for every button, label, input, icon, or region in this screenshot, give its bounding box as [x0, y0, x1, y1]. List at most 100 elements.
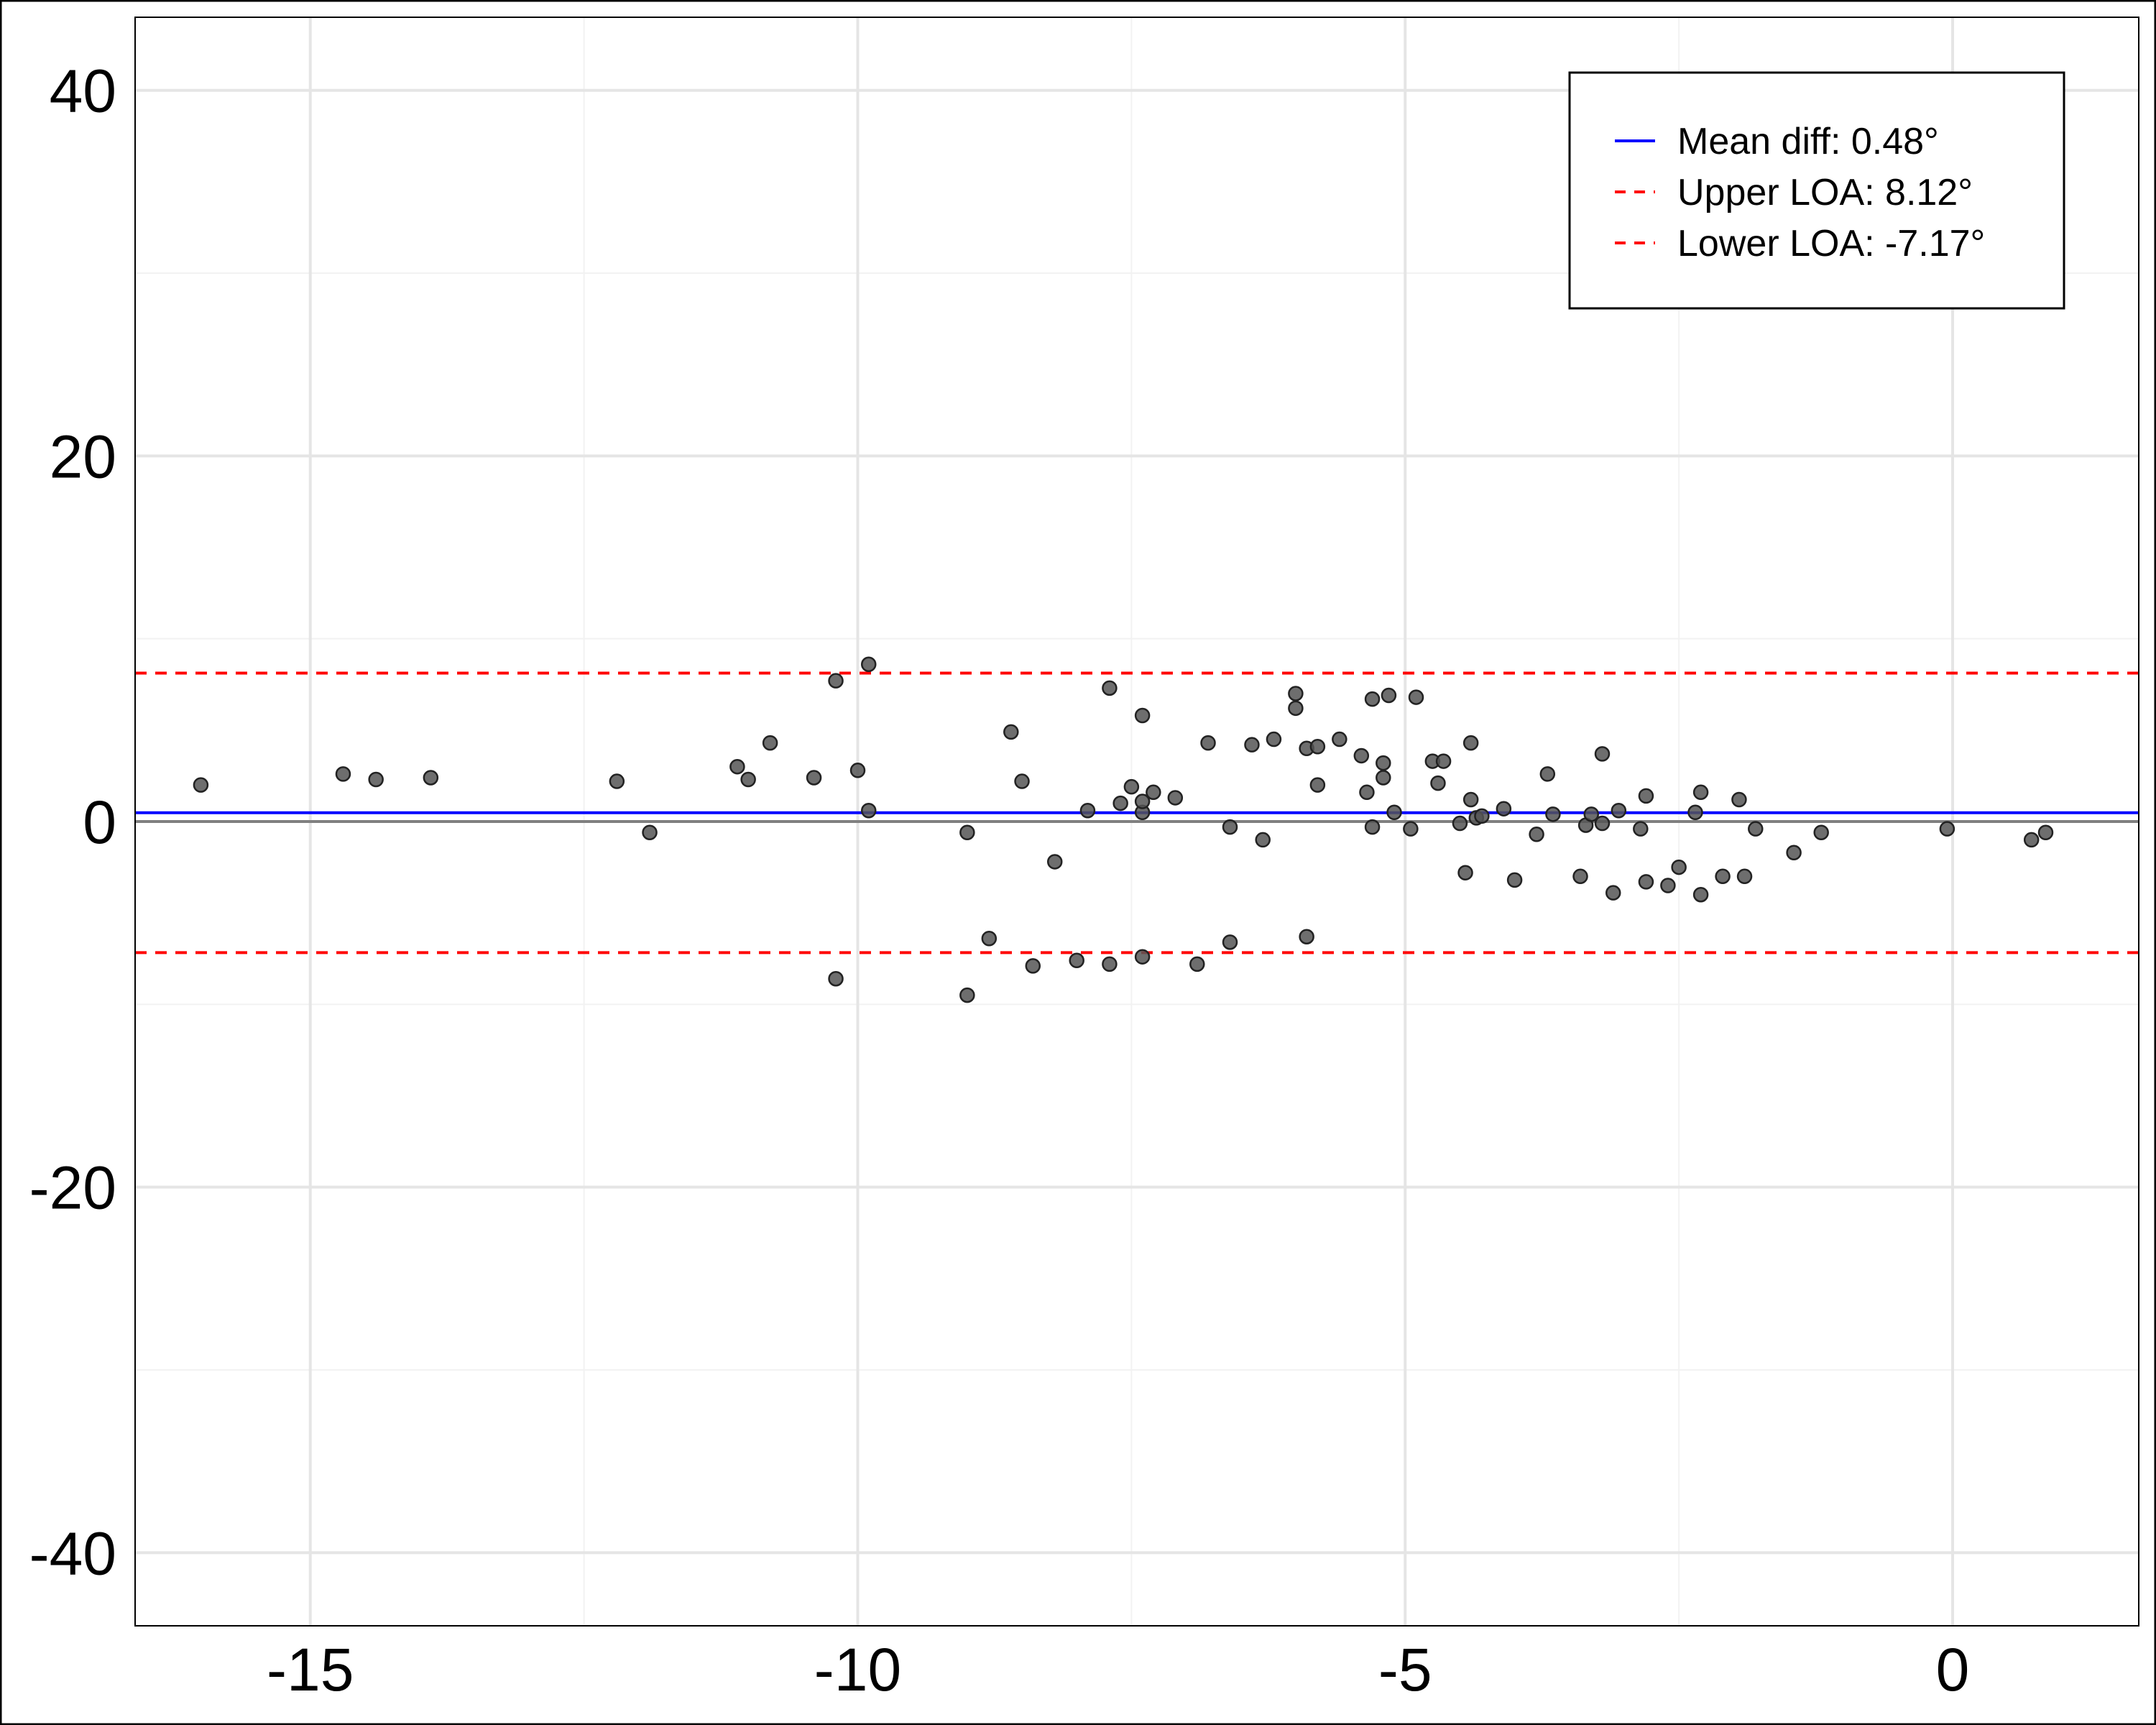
data-point: [1462, 735, 1479, 751]
data-point: [1025, 958, 1041, 974]
data-point: [806, 770, 822, 786]
data-point: [1244, 737, 1260, 753]
data-point: [2023, 832, 2040, 848]
data-point: [1288, 700, 1304, 717]
x-tick-label: 0: [1936, 1636, 1970, 1703]
data-point: [1376, 770, 1391, 786]
y-tick-label: 20: [50, 423, 116, 490]
data-point: [1364, 691, 1381, 707]
data-point: [1222, 819, 1238, 835]
y-tick-label: -40: [29, 1519, 116, 1587]
data-point: [1386, 804, 1402, 821]
data-point: [1112, 795, 1128, 811]
data-point: [1102, 680, 1118, 696]
data-point: [1939, 821, 1955, 837]
data-point: [828, 673, 844, 689]
data-point: [1003, 724, 1019, 740]
data-point: [1134, 794, 1151, 809]
data-point: [1189, 956, 1205, 972]
legend: Mean diff: 0.48° Upper LOA: 8.12° Lower LO…: [1568, 71, 2065, 310]
data-point: [762, 735, 778, 751]
data-point: [849, 763, 866, 778]
data-point: [1786, 845, 1802, 860]
data-point: [1364, 819, 1381, 835]
data-point: [1633, 821, 1649, 837]
data-point: [335, 766, 351, 782]
data-point: [1748, 821, 1764, 837]
data-point: [1069, 952, 1084, 969]
x-axis-ticks: -15 -10 -5 0: [267, 1636, 1969, 1703]
data-point: [1638, 788, 1654, 804]
data-point: [1462, 791, 1479, 808]
data-point: [1594, 815, 1611, 832]
data-point: [1474, 808, 1490, 824]
data-point: [1605, 885, 1621, 901]
data-point: [1572, 868, 1588, 885]
data-point: [1134, 707, 1151, 724]
data-point: [1046, 854, 1063, 870]
data-point: [423, 770, 439, 786]
data-point: [1692, 886, 1709, 903]
data-point: [1167, 790, 1184, 806]
data-points: [193, 656, 2054, 1003]
data-point: [1545, 806, 1561, 822]
data-point: [1134, 949, 1151, 965]
y-tick-label: -20: [29, 1154, 116, 1222]
data-point: [1222, 934, 1238, 950]
y-tick-label: 0: [83, 788, 116, 856]
data-point: [1403, 821, 1419, 837]
x-tick-label: -10: [814, 1636, 901, 1703]
data-point: [729, 758, 745, 775]
data-point: [1611, 802, 1627, 819]
data-point: [1457, 865, 1473, 880]
data-point: [981, 931, 998, 947]
legend-label: Upper LOA: 8.12°: [1677, 172, 1973, 213]
data-point: [1529, 827, 1544, 842]
data-point: [1692, 784, 1709, 801]
data-point: [1255, 832, 1271, 848]
data-point: [1123, 778, 1140, 795]
data-point: [1539, 766, 1556, 782]
data-point: [1687, 804, 1703, 821]
data-point: [1435, 753, 1452, 769]
data-point: [1014, 773, 1030, 789]
data-point: [193, 777, 209, 793]
data-point: [1288, 686, 1304, 702]
data-point: [1266, 731, 1282, 748]
data-point: [1594, 746, 1611, 762]
data-point: [1102, 956, 1118, 972]
data-point: [860, 656, 877, 673]
data-point: [1731, 791, 1747, 808]
legend-box: [1568, 71, 2065, 310]
y-tick-label: 40: [50, 58, 116, 125]
data-point: [1381, 687, 1397, 704]
data-point: [740, 771, 756, 788]
data-point: [959, 824, 975, 841]
data-point: [1715, 868, 1731, 885]
data-point: [1332, 731, 1348, 748]
x-tick-label: -15: [267, 1636, 354, 1703]
data-point: [1309, 738, 1326, 755]
data-point: [1638, 874, 1654, 890]
data-point: [1496, 801, 1512, 816]
data-point: [1452, 815, 1468, 832]
data-point: [1376, 755, 1391, 771]
data-point: [828, 970, 844, 987]
data-point: [1200, 735, 1216, 751]
data-point: [1736, 868, 1753, 885]
data-point: [860, 802, 877, 819]
data-point: [1353, 748, 1370, 764]
data-point: [1079, 802, 1096, 819]
data-point: [1146, 784, 1161, 801]
legend-label: Lower LOA: -7.17°: [1677, 223, 1985, 264]
data-point: [2037, 824, 2054, 841]
data-point: [1309, 777, 1326, 793]
data-point: [959, 987, 975, 1003]
data-point: [1506, 872, 1523, 888]
data-point: [368, 771, 384, 788]
plot-panel-border: [134, 17, 2139, 1627]
data-point: [1660, 878, 1676, 893]
data-point: [1430, 775, 1446, 791]
